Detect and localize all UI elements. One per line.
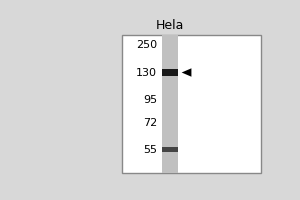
- FancyBboxPatch shape: [162, 69, 178, 76]
- Polygon shape: [182, 68, 191, 77]
- Text: 72: 72: [143, 118, 157, 128]
- Text: 250: 250: [136, 40, 157, 50]
- FancyBboxPatch shape: [162, 147, 178, 152]
- FancyBboxPatch shape: [162, 35, 178, 173]
- Text: 130: 130: [136, 68, 157, 78]
- Text: 55: 55: [143, 145, 157, 155]
- Text: 95: 95: [143, 95, 157, 105]
- FancyBboxPatch shape: [122, 35, 261, 173]
- Text: Hela: Hela: [156, 19, 184, 32]
